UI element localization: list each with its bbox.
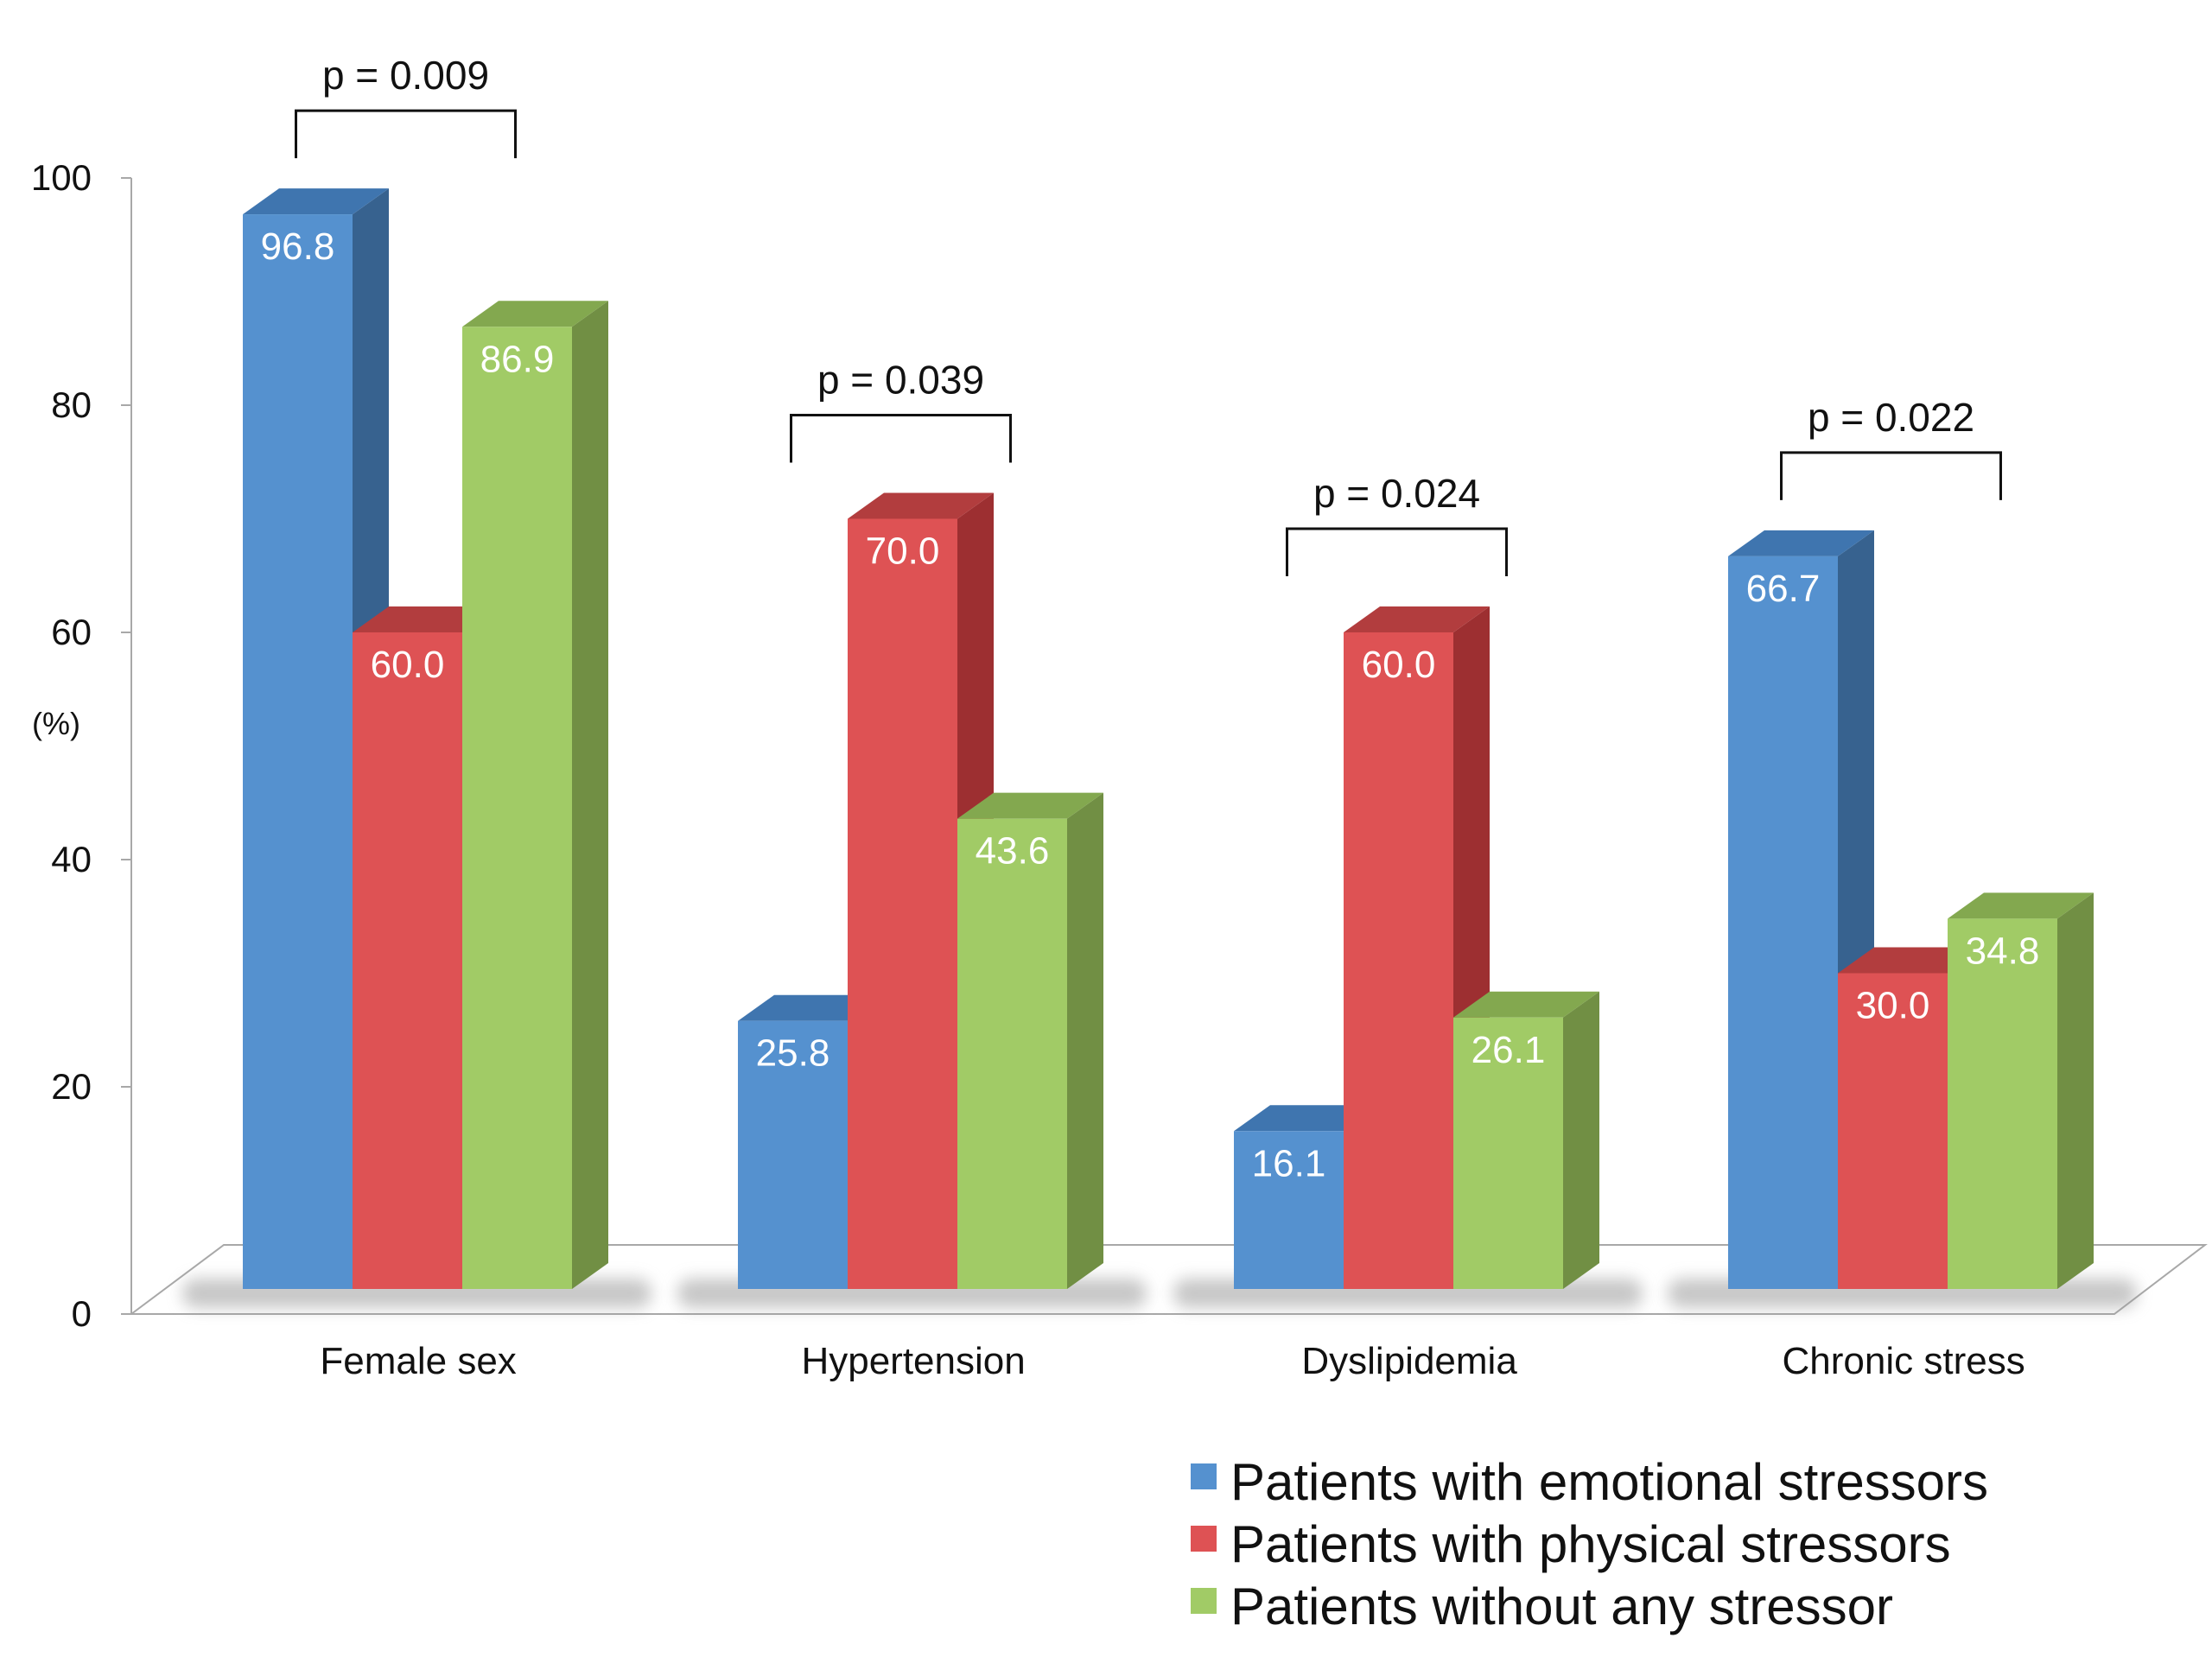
bar	[462, 301, 608, 1289]
bar-value-label: 60.0	[371, 644, 445, 686]
bar-top	[1728, 530, 1874, 556]
bar-front	[848, 518, 957, 1289]
bar-front	[1948, 918, 2057, 1289]
p-value-bracket	[295, 109, 517, 159]
bar-side	[2057, 892, 2094, 1289]
bar-value-label: 43.6	[976, 830, 1050, 873]
category-label: Dyslipidemia	[1301, 1340, 1517, 1382]
bar-top	[738, 994, 884, 1021]
bar-top	[462, 301, 608, 327]
bar-top	[1453, 991, 1599, 1018]
bar	[1453, 991, 1599, 1289]
y-tick-label: 0	[72, 1293, 92, 1334]
legend-label: Patients without any stressor	[1230, 1578, 1893, 1635]
legend-swatch	[1191, 1526, 1217, 1552]
bar-front	[1728, 556, 1838, 1289]
bar-value-label: 60.0	[1362, 644, 1436, 686]
bar-top	[243, 188, 389, 215]
y-tick-label: 80	[51, 384, 92, 425]
bar-top	[353, 606, 499, 632]
bar-top	[1344, 606, 1490, 632]
bar-top	[848, 492, 994, 519]
y-tick-label: 60	[51, 612, 92, 652]
p-value-bracket	[1780, 451, 2002, 500]
bar-front	[1838, 973, 1948, 1289]
legend-item: Patients with emotional stressors	[1191, 1453, 1988, 1511]
p-value-bracket	[790, 414, 1012, 463]
bar-value-label: 86.9	[480, 338, 555, 380]
bar-top	[957, 792, 1103, 819]
p-value-bracket	[1286, 527, 1508, 576]
bar-value-label: 26.1	[1471, 1029, 1546, 1071]
bar-front	[462, 327, 572, 1289]
bar-front	[1344, 632, 1453, 1289]
category-label: Female sex	[320, 1340, 516, 1382]
legend-item: Patients with physical stressors	[1191, 1515, 1951, 1573]
bar-front	[243, 214, 353, 1290]
bar-front	[353, 632, 462, 1289]
category-label: Hypertension	[801, 1340, 1025, 1382]
legend: Patients with emotional stressorsPatient…	[1191, 1453, 1988, 1635]
bar-value-label: 96.8	[261, 225, 335, 268]
bar-top	[1234, 1105, 1380, 1132]
p-value-label: p = 0.009	[322, 53, 489, 98]
bars	[243, 188, 2094, 1290]
y-tick-label: 40	[51, 839, 92, 879]
bar-front	[1234, 1131, 1344, 1289]
bar-side	[1563, 991, 1599, 1289]
legend-swatch	[1191, 1463, 1217, 1489]
bar	[1948, 892, 2094, 1289]
bar-top	[1838, 947, 1984, 974]
bar-front	[738, 1020, 848, 1289]
legend-swatch	[1191, 1588, 1217, 1614]
bar-side	[572, 301, 608, 1289]
bar-side	[1067, 792, 1103, 1289]
bar-value-label: 70.0	[866, 530, 940, 573]
y-tick-label: 20	[51, 1066, 92, 1107]
bar	[957, 792, 1103, 1289]
bar-value-label: 30.0	[1856, 985, 1930, 1027]
bar-front	[957, 818, 1067, 1289]
bar-value-label: 34.8	[1966, 930, 2040, 972]
bar-value-label: 66.7	[1746, 568, 1821, 610]
legend-label: Patients with physical stressors	[1230, 1515, 1951, 1573]
bar-value-label: 25.8	[756, 1032, 830, 1075]
legend-label: Patients with emotional stressors	[1230, 1453, 1988, 1511]
bar	[848, 492, 994, 1289]
bar-front	[1453, 1017, 1563, 1289]
category-label: Chronic stress	[1783, 1340, 2025, 1382]
p-value-label: p = 0.022	[1808, 395, 1974, 440]
y-tick-label: 100	[31, 157, 92, 198]
x-axis-categories: Female sex Hypertension Dyslipidemia Chroni…	[320, 1340, 2024, 1382]
data-labels: 96.8 60.0 86.9 25.8 70.0 43.6 16.1 60.0 26.1 66.7…	[261, 225, 2040, 1184]
bar-top	[1948, 892, 2094, 919]
p-value-label: p = 0.039	[817, 358, 984, 403]
p-value-label: p = 0.024	[1313, 471, 1480, 516]
y-axis-label: (%)	[32, 706, 80, 741]
p-value-annotations: p = 0.009 p = 0.039 p = 0.024 p = 0.022	[295, 53, 2002, 576]
y-axis: 0 20 40 60 80 100 (%)	[31, 157, 132, 1334]
bar-value-label: 16.1	[1252, 1142, 1326, 1184]
legend-item: Patients without any stressor	[1191, 1578, 1893, 1635]
